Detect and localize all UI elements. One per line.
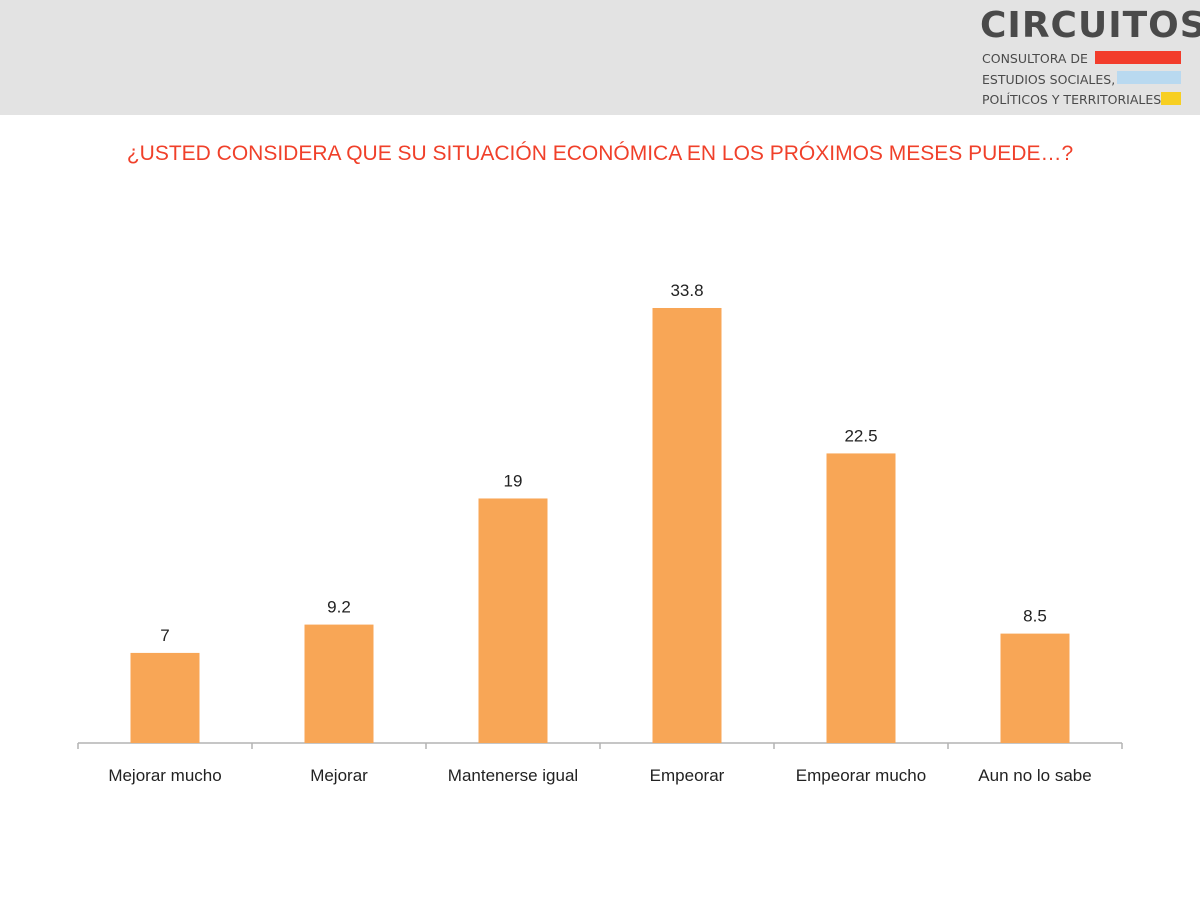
logo-stripe-yellow <box>1161 92 1181 105</box>
bar <box>130 652 200 743</box>
bar <box>1000 633 1070 743</box>
category-label: Empeorar <box>650 766 725 785</box>
logo-subtitle-line-1: CONSULTORA DE <box>982 51 1088 66</box>
data-label: 19 <box>504 471 523 490</box>
logo-subtitle-line-2: ESTUDIOS SOCIALES, <box>982 72 1116 87</box>
bar <box>478 498 548 743</box>
bar <box>652 307 722 743</box>
data-label: 22.5 <box>844 426 877 445</box>
logo-title: CIRCUITOS <box>980 5 1200 46</box>
bar <box>826 453 896 743</box>
logo-subtitle-line-3: POLÍTICOS Y TERRITORIALES <box>982 92 1162 107</box>
circuitos-logo: CIRCUITOS CONSULTORA DE ESTUDIOS SOCIALE… <box>980 6 1200 110</box>
header-banner: CIRCUITOS CONSULTORA DE ESTUDIOS SOCIALE… <box>0 0 1200 115</box>
logo-stripe-red <box>1095 51 1181 64</box>
category-label: Mejorar <box>310 766 368 785</box>
category-label: Mantenerse igual <box>448 766 578 785</box>
data-label: 9.2 <box>327 598 351 617</box>
category-label: Aun no lo sabe <box>978 766 1091 785</box>
bar <box>304 624 374 743</box>
logo-stripe-lightblue <box>1117 71 1181 84</box>
category-label: Empeorar mucho <box>796 766 926 785</box>
data-label: 8.5 <box>1023 607 1047 626</box>
category-label: Mejorar mucho <box>108 766 221 785</box>
data-label: 33.8 <box>670 281 703 300</box>
data-label: 7 <box>160 626 169 645</box>
chart-title: ¿USTED CONSIDERA QUE SU SITUACIÓN ECONÓM… <box>126 142 1074 165</box>
